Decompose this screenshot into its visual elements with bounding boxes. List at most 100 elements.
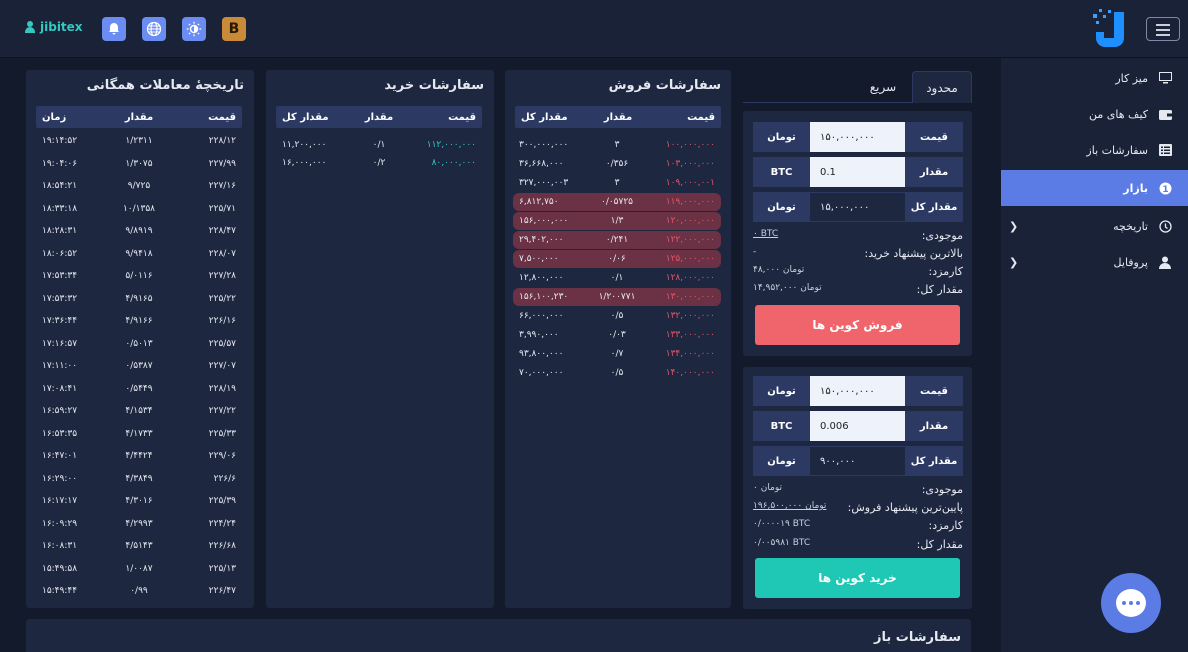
table-row[interactable]: ۱۱۹,۰۰۰,۰۰۰ ۰/۰۵۷۲۵ ۶,۸۱۲,۷۵۰ xyxy=(513,193,721,211)
buy-orders-panel: سفارشات خرید قیمت مقدار مقدار کل ۱۱۲,۰۰۰… xyxy=(266,70,494,608)
sidebar-item-label: پروفایل xyxy=(1113,255,1148,269)
table-row: ۲۲۶/۶۸ ۴/۵۱۴۳ ۱۶:۰۸:۳۱ xyxy=(36,537,242,555)
total-cell: ۱۱,۲۰۰,۰۰۰ xyxy=(281,140,327,150)
time-cell: ۱۶:۴۷:۰۱ xyxy=(41,451,78,461)
table-row[interactable]: ۱۳۳,۰۰۰,۰۰۰ ۰/۰۳ ۳,۹۹۰,۰۰۰ xyxy=(513,326,721,344)
bell-icon[interactable] xyxy=(102,17,126,41)
table-row[interactable]: ۱۲۲,۰۰۰,۰۰۰ ۰/۲۴۱ ۲۹,۴۰۲,۰۰۰ xyxy=(513,231,721,249)
best-offer-label: بالاترین پیشنهاد خرید: xyxy=(864,247,964,260)
table-row[interactable]: ۱۱۲,۰۰۰,۰۰۰ ۰/۱ ۱۱,۲۰۰,۰۰۰ xyxy=(276,136,482,154)
table-row[interactable]: ۱۰۳,۰۰۰,۰۰۰ ۰/۳۵۶ ۳۶,۶۶۸,۰۰۰ xyxy=(513,155,721,173)
balance-value[interactable]: ۰ تومان xyxy=(753,483,783,493)
net-total-value: ۰/۰۰۵۹۸۱ BTC xyxy=(753,538,811,548)
col-price: قیمت xyxy=(448,111,476,123)
theme-icon[interactable] xyxy=(182,17,206,41)
balance-value[interactable]: ۰ BTC xyxy=(753,229,779,239)
sell-price-input[interactable]: ۱۵۰,۰۰۰,۰۰۰ xyxy=(810,122,905,152)
buy-coins-button[interactable]: خرید کوین ها xyxy=(755,558,960,598)
buy-price-input[interactable]: ۱۵۰,۰۰۰,۰۰۰ xyxy=(810,376,905,406)
sidebar-item-wallets[interactable]: کیف های من xyxy=(1001,96,1188,132)
sidebar-item-market[interactable]: 1 بازار xyxy=(1001,170,1188,206)
table-row[interactable]: ۱۲۵,۰۰۰,۰۰۰ ۰/۰۶ ۷,۵۰۰,۰۰۰ xyxy=(513,250,721,268)
chat-button[interactable] xyxy=(1101,573,1161,633)
sidebar-item-label: سفارشات باز xyxy=(1086,143,1148,157)
fee-value: ۴۸,۰۰۰ تومان xyxy=(753,265,805,275)
table-row[interactable]: ۸۰,۰۰۰,۰۰۰ ۰/۲ ۱۶,۰۰۰,۰۰۰ xyxy=(276,154,482,172)
time-cell: ۱۵:۴۹:۵۸ xyxy=(41,563,78,574)
table-row[interactable]: ۱۴۰,۰۰۰,۰۰۰ ۰/۵ ۷۰,۰۰۰,۰۰۰ xyxy=(513,364,721,382)
amount-cell: ۴/۹۱۶۵ xyxy=(125,293,153,304)
user-brand[interactable]: jibitex xyxy=(24,20,83,34)
amount-cell: ۰/۰۳ xyxy=(608,330,626,340)
amount-cell: ۴/۱۷۳۳ xyxy=(125,428,153,439)
sell-total-input[interactable]: ۱۵,۰۰۰,۰۰۰ xyxy=(810,192,905,222)
sell-orders-header: قیمت مقدار مقدار کل xyxy=(515,106,721,128)
buy-amount-input[interactable]: 0.006 xyxy=(810,411,905,441)
time-cell: ۱۶:۱۷:۱۷ xyxy=(41,496,78,506)
table-row[interactable]: ۱۰۰,۰۰۰,۰۰۰ ۳ ۳۰۰,۰۰۰,۰۰۰ xyxy=(513,136,721,154)
table-row: ۲۲۵/۷۱ ۱۰/۱۳۵۸ ۱۸:۳۳:۱۸ xyxy=(36,200,242,218)
table-row: ۲۲۹/۰۶ ۴/۴۴۲۴ ۱۶:۴۷:۰۱ xyxy=(36,447,242,465)
amount-cell: ۱/۳ xyxy=(610,216,624,226)
price-cell: ۱۲۸,۰۰۰,۰۰۰ xyxy=(665,273,715,283)
sidebar-item-open-orders[interactable]: سفارشات باز xyxy=(1001,132,1188,168)
total-cell: ۳۰۰,۰۰۰,۰۰۰ xyxy=(519,140,569,150)
time-cell: ۱۸:۳۳:۱۸ xyxy=(41,203,78,214)
buy-best-offer: پایین‌ترین پیشنهاد فروش: ۱۹۶,۵۰۰,۰۰۰ توم… xyxy=(753,501,963,517)
bitcoin-icon[interactable]: B xyxy=(222,17,246,41)
table-row[interactable]: ۱۳۰,۰۰۰,۰۰۰ ۱/۲۰۰۷۷۱ ۱۵۶,۱۰۰,۲۳۰ xyxy=(513,288,721,306)
table-row[interactable]: ۱۲۰,۰۰۰,۰۰۰ ۱/۳ ۱۵۶,۰۰۰,۰۰۰ xyxy=(513,212,721,230)
sidebar-item-history[interactable]: تاریخچه ❮ xyxy=(1001,208,1188,244)
buy-total-input[interactable]: ۹۰۰,۰۰۰ xyxy=(810,446,905,476)
amount-cell: ۴/۲۹۹۳ xyxy=(125,518,153,529)
sell-coins-button[interactable]: فروش کوین ها xyxy=(755,305,960,345)
total-cell: ۳,۹۹۰,۰۰۰ xyxy=(519,330,559,340)
table-row[interactable]: ۱۳۲,۰۰۰,۰۰۰ ۰/۵ ۶۶,۰۰۰,۰۰۰ xyxy=(513,307,721,325)
amount-cell: ۳ xyxy=(614,178,620,188)
price-cell: ۲۲۵/۷۱ xyxy=(208,203,236,214)
col-amount: مقدار xyxy=(124,111,154,123)
table-row[interactable]: ۱۲۸,۰۰۰,۰۰۰ ۰/۱ ۱۲,۸۰۰,۰۰۰ xyxy=(513,269,721,287)
sell-orders-panel: سفارشات فروش قیمت مقدار مقدار کل ۱۰۰,۰۰۰… xyxy=(505,70,731,608)
best-offer-value[interactable]: ۱۹۶,۵۰۰,۰۰۰ تومان xyxy=(753,501,827,511)
col-price: قیمت xyxy=(687,111,715,123)
list-icon xyxy=(1158,143,1172,157)
price-cell: ۲۲۸/۱۹ xyxy=(208,383,236,394)
menu-toggle-button[interactable] xyxy=(1146,17,1180,41)
total-cell: ۱۵۶,۱۰۰,۲۳۰ xyxy=(519,292,569,302)
price-cell: ۱۰۳,۰۰۰,۰۰۰ xyxy=(665,159,715,169)
globe-icon[interactable] xyxy=(142,17,166,41)
svg-text:1: 1 xyxy=(1162,185,1168,195)
price-cell: ۲۲۷/۱۶ xyxy=(208,181,236,191)
total-cell: ۶,۸۱۲,۷۵۰ xyxy=(519,197,559,207)
price-cell: ۲۲۴/۲۴ xyxy=(208,518,236,529)
amount-cell: ۱۰/۱۳۵۸ xyxy=(122,203,156,214)
col-total: مقدار کل xyxy=(281,111,329,123)
sidebar-item-profile[interactable]: پروفایل ❮ xyxy=(1001,244,1188,280)
fee-value: ۰/۰۰۰۰۱۹ BTC xyxy=(753,519,811,529)
total-cell: ۲۹,۴۰۲,۰۰۰ xyxy=(519,235,564,245)
amount-cell: ۰/۵ xyxy=(610,368,624,378)
price-cell: ۱۰۹,۰۰۰,۰۰۱ xyxy=(665,178,715,188)
time-cell: ۱۷:۱۶:۵۷ xyxy=(41,338,78,349)
table-row[interactable]: ۱۰۹,۰۰۰,۰۰۱ ۳ ۳۲۷,۰۰۰,۰۰۳ xyxy=(513,174,721,192)
trade-history-title: تاریخچهٔ معاملات همگانی xyxy=(86,78,244,93)
price-cell: ۱۰۰,۰۰۰,۰۰۰ xyxy=(665,140,715,150)
buy-price-row: تومان ۱۵۰,۰۰۰,۰۰۰ قیمت xyxy=(753,376,963,406)
table-row[interactable]: ۱۳۴,۰۰۰,۰۰۰ ۰/۷ ۹۳,۸۰۰,۰۰۰ xyxy=(513,345,721,363)
col-amount: مقدار xyxy=(364,111,394,123)
tab-fast[interactable]: سریع xyxy=(869,80,897,94)
time-cell: ۱۸:۰۶:۵۲ xyxy=(41,248,78,259)
table-row: ۲۲۴/۲۴ ۴/۲۹۹۳ ۱۶:۰۹:۲۹ xyxy=(36,515,242,533)
amount-cell: ۰/۰۵۷۲۵ xyxy=(600,197,634,207)
sell-amount-input[interactable]: 0.1 xyxy=(810,157,905,187)
user-icon xyxy=(1158,255,1172,269)
sidebar-item-dashboard[interactable]: میز کار xyxy=(1001,60,1188,96)
net-total-label: مقدار کل: xyxy=(916,538,963,551)
tab-limit[interactable]: محدود xyxy=(912,71,972,103)
price-cell: ۱۳۰,۰۰۰,۰۰۰ xyxy=(665,292,715,302)
chevron-left-icon: ❮ xyxy=(1009,219,1019,233)
logo-icon[interactable] xyxy=(1092,8,1126,48)
col-amount: مقدار xyxy=(603,111,633,123)
price-cell: ۲۲۶/۶۸ xyxy=(208,541,236,551)
